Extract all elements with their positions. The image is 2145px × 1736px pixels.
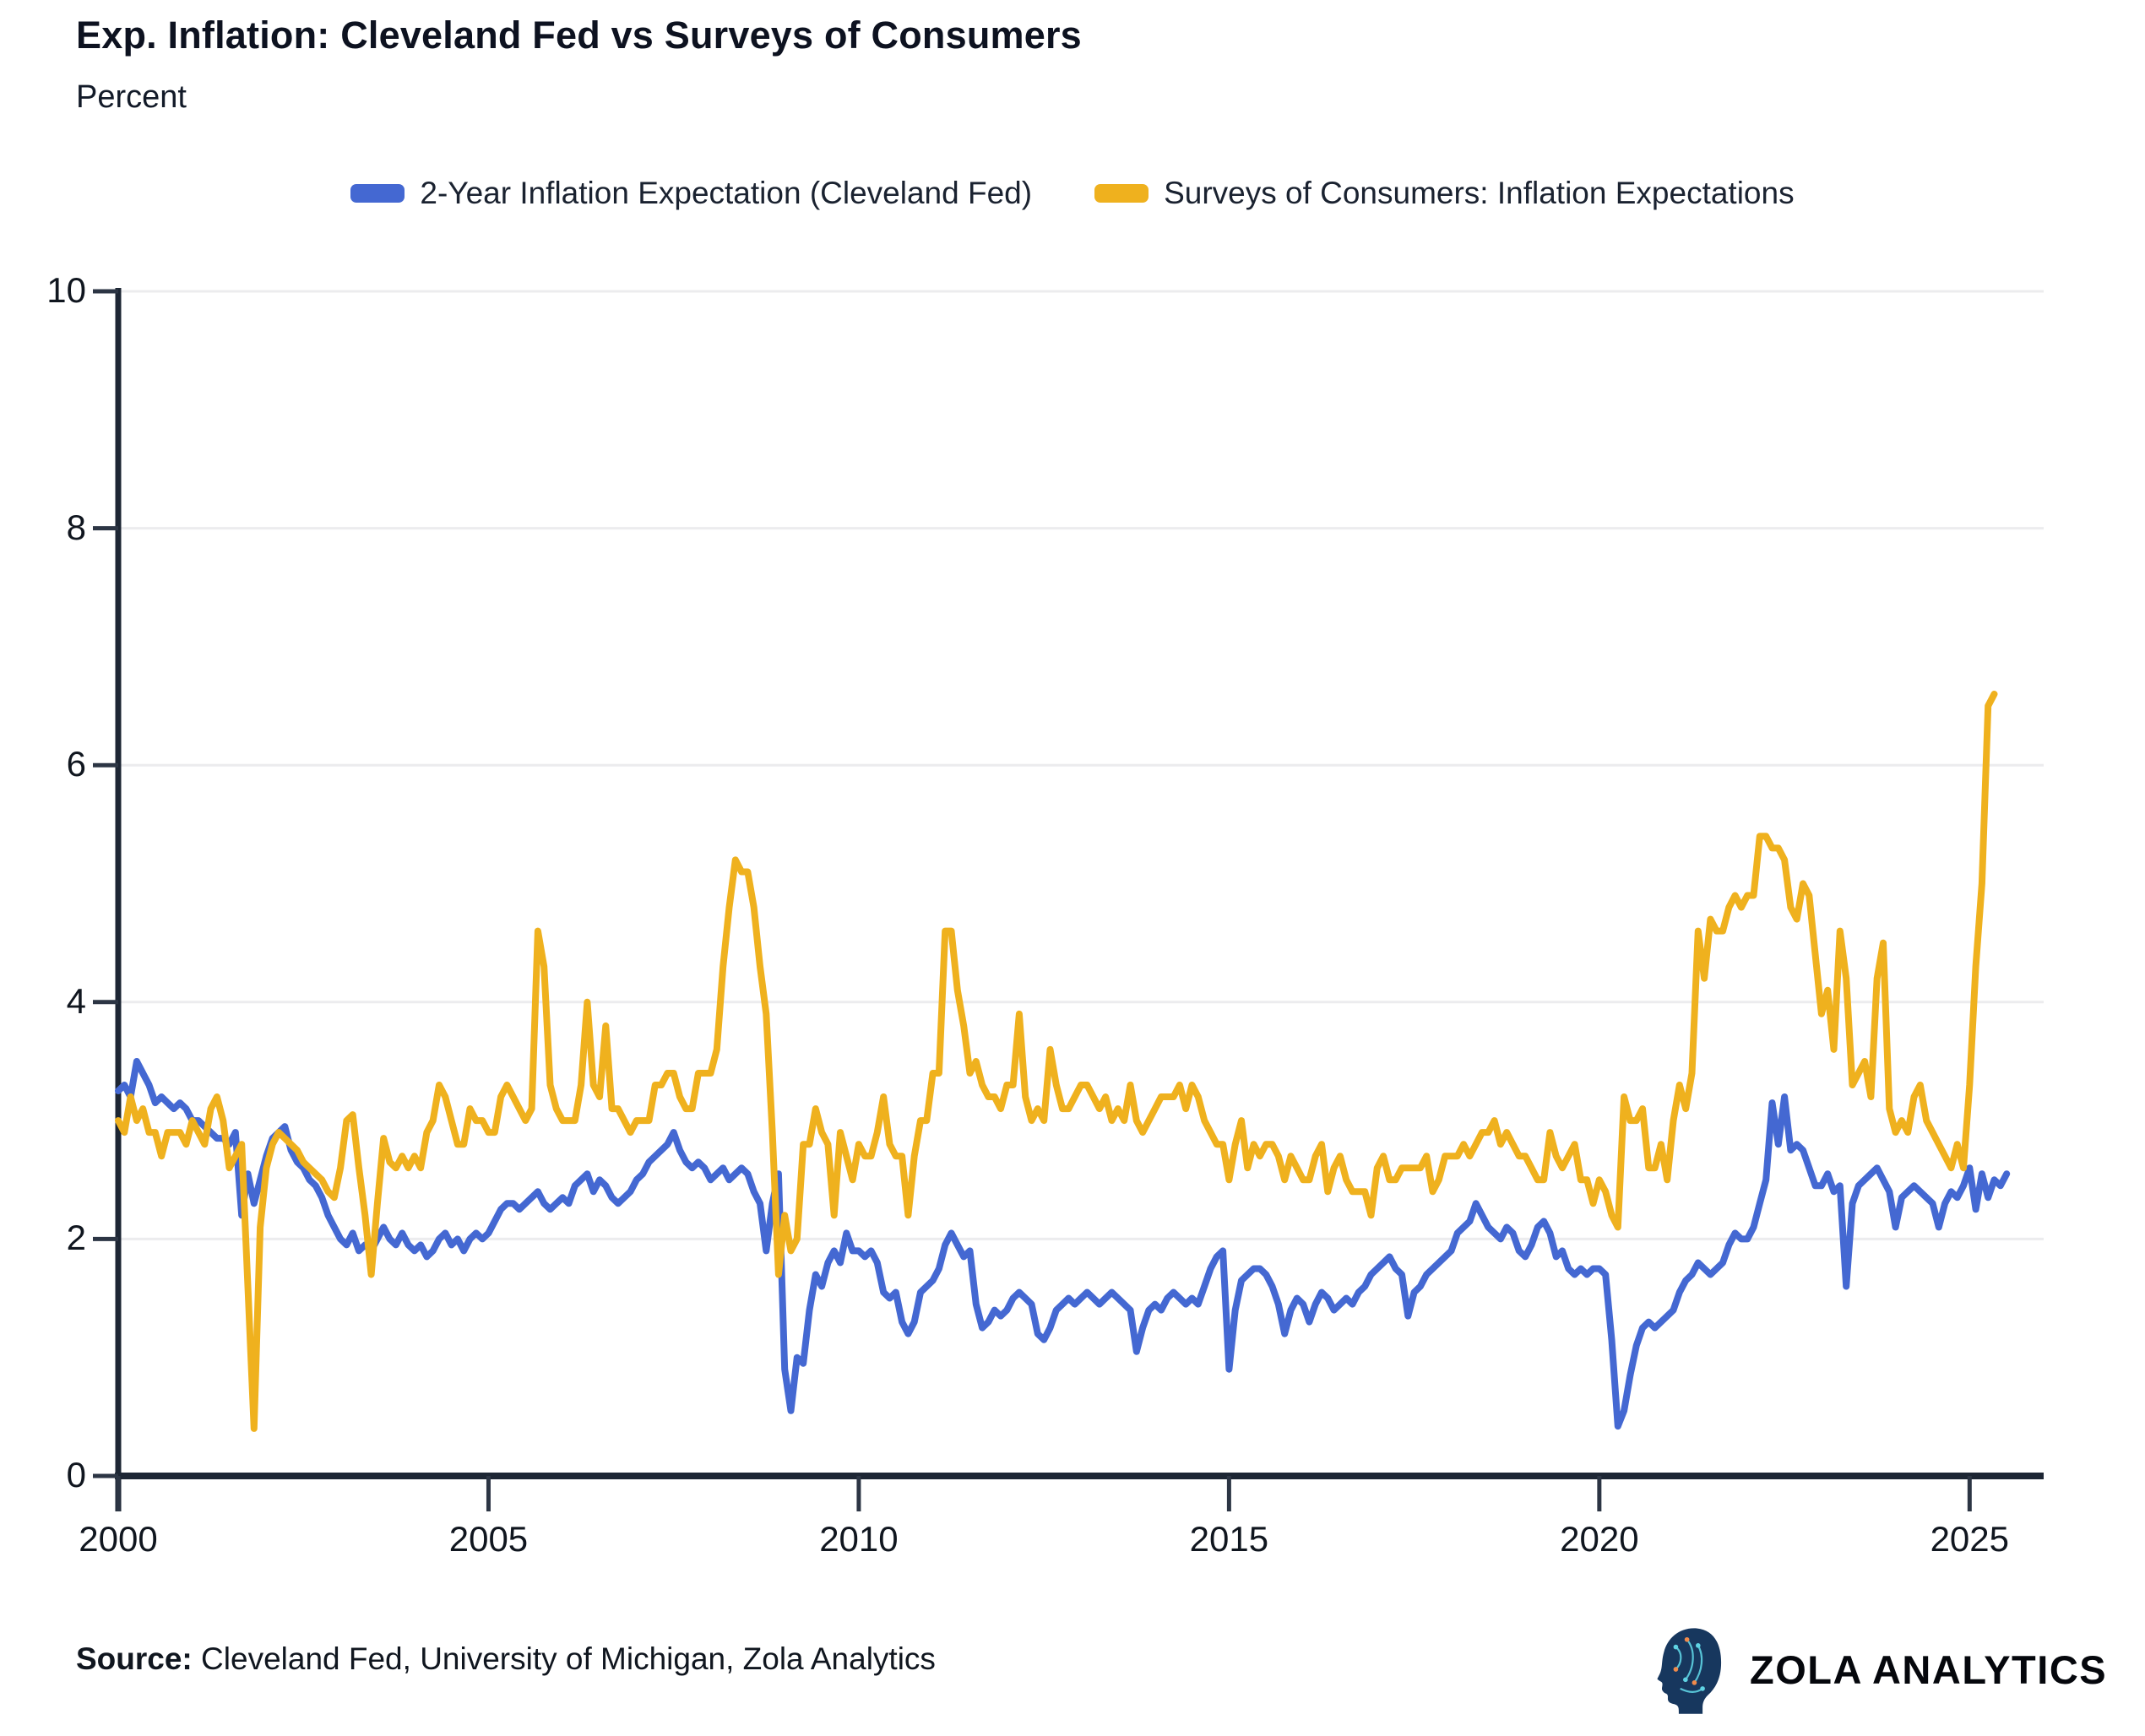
source-text: Cleveland Fed, University of Michigan, Z… [192,1641,936,1676]
x-tick-label: 2025 [1930,1519,2010,1559]
legend-swatch-yellow [1094,184,1149,203]
legend-item-surveys-of-consumers: Surveys of Consumers: Inflation Expectat… [1094,176,1795,211]
page-title: Exp. Inflation: Cleveland Fed vs Surveys… [76,14,1082,57]
x-tick-label: 2010 [819,1519,899,1559]
y-tick-label: 10 [46,270,86,310]
zola-head-icon [1657,1628,1722,1714]
y-tick-label: 2 [66,1218,86,1258]
series-line-cleveland-fed [115,1058,2011,1430]
brand-logo: ZOLA ANALYTICS [1654,1623,2107,1716]
source-note: Source: Cleveland Fed, University of Mic… [76,1641,936,1677]
y-tick-label: 0 [66,1455,86,1495]
y-axis-unit-label: Percent [76,79,187,115]
series-line-michigan-surveys [115,691,1998,1432]
y-tick-label: 8 [66,507,86,547]
legend: 2-Year Inflation Expectation (Cleveland … [0,176,2145,211]
x-tick-label: 2020 [1560,1519,1639,1559]
brand-name: ZOLA ANALYTICS [1750,1646,2108,1692]
legend-label: 2-Year Inflation Expectation (Cleveland … [420,176,1033,210]
y-tick-label: 4 [66,980,86,1021]
x-tick-label: 2000 [79,1519,158,1559]
legend-swatch-blue [350,184,405,203]
x-tick-label: 2015 [1189,1519,1269,1559]
legend-item-cleveland-fed: 2-Year Inflation Expectation (Cleveland … [350,176,1032,211]
x-tick-label: 2005 [448,1519,529,1559]
y-tick-label: 6 [66,744,86,784]
source-label: Source: [76,1641,193,1676]
legend-label: Surveys of Consumers: Inflation Expectat… [1164,176,1795,210]
